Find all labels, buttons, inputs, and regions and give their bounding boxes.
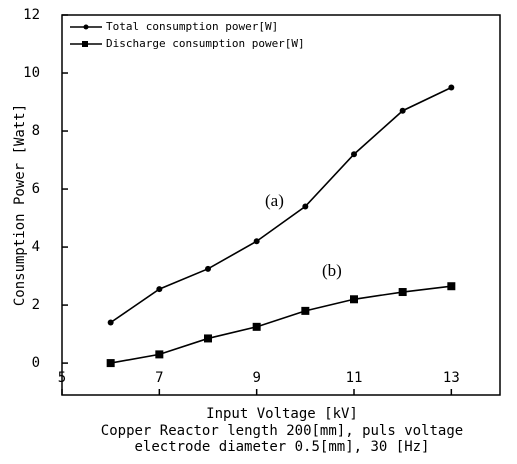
data-point <box>447 282 456 291</box>
caption-line: Copper Reactor length 200[mm], puls volt… <box>101 423 463 439</box>
data-point <box>156 286 163 293</box>
data-point <box>302 203 309 210</box>
data-point <box>107 319 114 326</box>
legend-marker <box>82 41 88 47</box>
plot-frame <box>61 14 501 396</box>
annotation: (a) <box>265 191 284 210</box>
data-point <box>252 322 261 331</box>
data-point <box>399 107 406 114</box>
x-tick-label: 7 <box>155 370 163 386</box>
x-axis-label: Input Voltage [kV] <box>206 406 358 422</box>
data-point <box>350 295 358 304</box>
data-point <box>204 334 212 343</box>
y-tick-label: 12 <box>23 7 40 23</box>
x-tick-label: 9 <box>252 370 260 386</box>
data-point <box>398 288 407 297</box>
annotation: (b) <box>322 261 342 280</box>
data-point <box>155 350 164 359</box>
x-tick-label: 11 <box>346 370 363 386</box>
data-point <box>351 151 357 158</box>
caption-line: electrode diameter 0.5[mm], 30 [Hz] <box>134 439 429 455</box>
y-tick-label: 0 <box>32 355 40 371</box>
x-tick-label: 5 <box>58 370 66 386</box>
y-tick-label: 4 <box>32 239 40 255</box>
series-line <box>110 285 452 364</box>
data-point <box>448 84 455 91</box>
legend-label: Total consumption power[W] <box>106 20 278 33</box>
y-tick-label: 2 <box>32 297 40 313</box>
data-point <box>106 359 115 368</box>
y-tick-label: 10 <box>23 65 40 81</box>
data-point <box>205 265 211 272</box>
series-line <box>110 86 452 324</box>
legend-label: Discharge consumption power[W] <box>106 37 305 50</box>
data-point <box>301 306 310 315</box>
y-tick-label: 6 <box>32 181 40 197</box>
data-point <box>253 238 260 245</box>
legend-marker <box>83 24 89 30</box>
y-tick-label: 8 <box>32 123 40 139</box>
y-axis-label: Consumption Power [Watt] <box>12 104 28 306</box>
x-tick-label: 13 <box>443 370 460 386</box>
